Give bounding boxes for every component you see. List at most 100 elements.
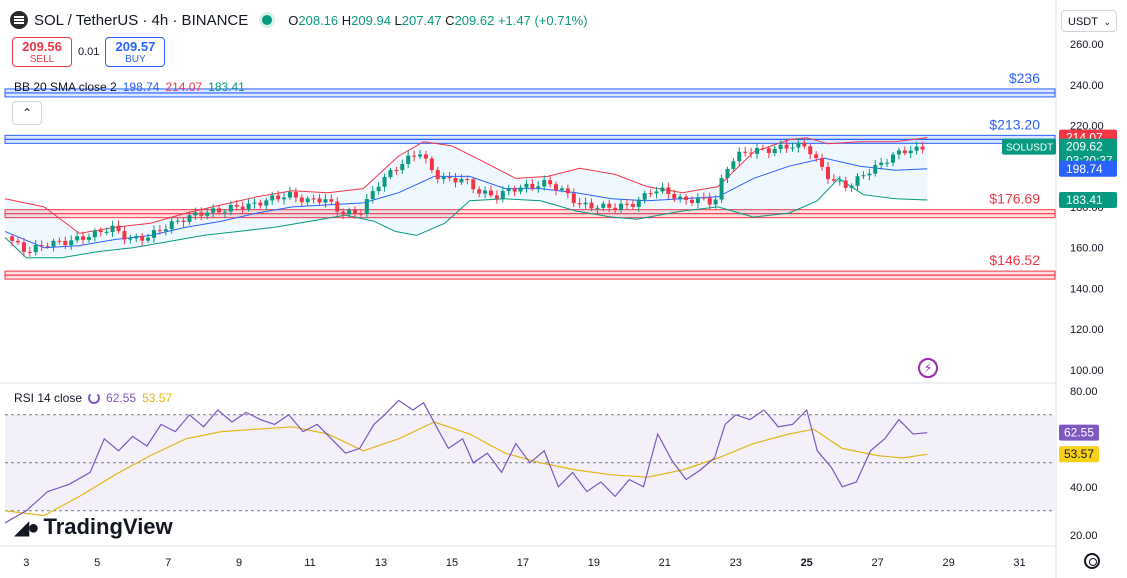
candle-body [873, 164, 878, 174]
ohlc-readout: O208.16 H209.94 L207.47 C209.62 +1.47 (+… [288, 12, 588, 28]
time-tick-label: 23 [730, 557, 742, 569]
candle-body [299, 197, 304, 203]
rsi-legend[interactable]: RSI 14 close 62.55 53.57 [14, 391, 172, 405]
candle-body [494, 195, 499, 199]
candle-body [270, 195, 275, 201]
candle-body [211, 208, 216, 213]
candle-body [21, 242, 26, 252]
collapse-legend-button[interactable]: ⌃ [12, 101, 42, 125]
candle-body [341, 211, 346, 215]
candle-body [110, 225, 115, 232]
candle-body [276, 195, 281, 200]
candle-body [885, 162, 890, 164]
candle-body [548, 180, 553, 185]
candle-body [169, 221, 174, 230]
candle-body [684, 196, 689, 200]
candle-body [891, 154, 896, 163]
price-tag-label: 183.41 [1066, 193, 1103, 207]
rsi-tag [1059, 424, 1099, 441]
bb-fill [5, 137, 928, 258]
bollinger-bands [4, 137, 928, 259]
time-tick-label: 19 [588, 557, 600, 569]
candle-body [453, 178, 458, 183]
candle-body [737, 151, 742, 162]
candle-body [400, 164, 405, 171]
candle-body [199, 212, 204, 216]
candle-body [914, 146, 919, 151]
candle-body [388, 170, 393, 178]
time-tick-label: 9 [236, 557, 242, 569]
candle-body [861, 175, 866, 177]
bb-legend[interactable]: BB 20 SMA close 2 198.74 214.07 183.41 [14, 80, 245, 94]
candle-body [814, 154, 819, 159]
candle-body [831, 179, 836, 181]
rsi-line [4, 399, 928, 524]
candle-body [802, 142, 807, 147]
level-label: $213.20 [989, 116, 1040, 132]
chevron-down-icon: ⌄ [1103, 17, 1111, 27]
candle-body [128, 238, 133, 240]
candle-body [477, 189, 482, 194]
candle-body [140, 236, 145, 241]
price-tick-label: 240.00 [1070, 80, 1104, 92]
candle-body [808, 146, 813, 155]
candle-body [630, 204, 635, 207]
solana-coin-icon [10, 11, 28, 29]
spread-value: 0.01 [78, 46, 100, 58]
gear-icon[interactable] [1084, 553, 1100, 569]
time-tick-label: 15 [446, 557, 458, 569]
trade-buttons: 209.56 SELL 0.01 209.57 BUY [12, 37, 166, 67]
candle-body [642, 193, 647, 200]
candle-body [264, 200, 269, 206]
currency-select[interactable]: USDT ⌄ [1061, 10, 1117, 32]
symbol-title[interactable]: SOL / TetherUS · 4h · BINANCE [34, 11, 249, 29]
time-tick-label: 3 [23, 557, 29, 569]
candle-body [719, 177, 724, 200]
candle-body [92, 230, 97, 238]
candle-body [790, 147, 795, 149]
candle-body [902, 150, 907, 154]
candle-body [39, 244, 44, 247]
time-tick-label: 29 [942, 557, 954, 569]
time-tick-label: 11 [304, 557, 315, 569]
candle-body [524, 183, 529, 188]
candle-body [81, 236, 86, 240]
candle-body [896, 150, 901, 155]
candle-body [358, 213, 363, 215]
candle-body [660, 187, 665, 192]
bb-label: BB 20 SMA close 2 [14, 80, 117, 94]
candle-body [311, 198, 316, 200]
candle-body [459, 178, 464, 183]
candle-body [104, 231, 109, 233]
time-tick-label: 13 [375, 557, 387, 569]
candle-body [743, 151, 748, 153]
rsi-value: 62.55 [106, 391, 137, 405]
candle-body [595, 207, 600, 209]
buy-button[interactable]: 209.57 BUY [105, 37, 166, 67]
candle-body [577, 203, 582, 205]
candle-body [837, 180, 842, 182]
lightning-icon[interactable]: ⚡ [918, 358, 938, 378]
price-tick-label: 220.00 [1070, 121, 1104, 133]
candle-body [376, 186, 381, 192]
candle-body [287, 191, 292, 198]
bb-basis-value: 198.74 [122, 80, 160, 94]
candle-body [701, 197, 706, 199]
chevron-up-icon: ⌃ [21, 106, 33, 120]
candle-body [760, 147, 765, 149]
candle-body [749, 152, 754, 154]
candle-body [217, 208, 222, 213]
chart-header: SOL / TetherUS · 4h · BINANCE O208.16 H2… [10, 8, 588, 32]
tradingview-logo[interactable]: ◢● TradingView [14, 514, 173, 539]
time-tick-label: 17 [517, 557, 529, 569]
candle-body [293, 191, 298, 198]
candle-body [755, 147, 760, 154]
candle-body [175, 220, 180, 222]
rsi-pane [4, 399, 1055, 524]
sell-button[interactable]: 209.56 SELL [12, 37, 72, 67]
candle-body [429, 158, 434, 171]
time-tick-label: 21 [659, 557, 671, 569]
candle-body [648, 193, 653, 195]
bb-lower-line [4, 177, 928, 259]
